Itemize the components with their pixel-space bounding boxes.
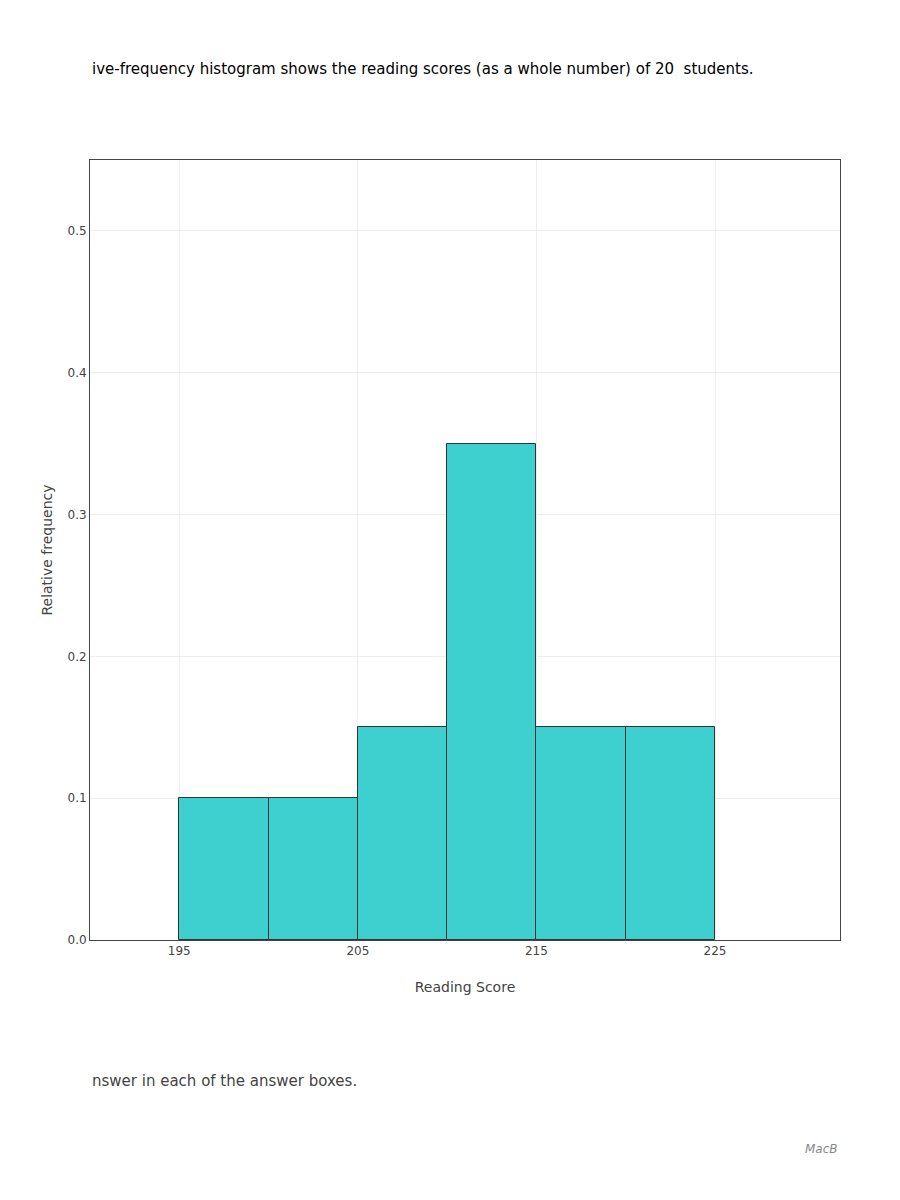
svg-text:195: 195	[168, 944, 191, 958]
svg-text:225: 225	[704, 944, 727, 958]
svg-text:0.3: 0.3	[68, 508, 87, 522]
svg-text:0.0: 0.0	[68, 933, 87, 947]
svg-text:0.5: 0.5	[68, 224, 87, 238]
svg-text:0.4: 0.4	[68, 366, 87, 380]
svg-text:Relative frequency: Relative frequency	[39, 484, 55, 615]
svg-text:0.1: 0.1	[68, 791, 87, 805]
svg-text:Reading Score: Reading Score	[415, 979, 516, 995]
svg-text:215: 215	[525, 944, 548, 958]
svg-text:ive-frequency histogram shows: ive-frequency histogram shows the readin…	[92, 60, 754, 78]
svg-text:205: 205	[346, 944, 369, 958]
svg-text:0.2: 0.2	[68, 650, 87, 664]
svg-text:MacB: MacB	[805, 1142, 838, 1156]
svg-text:nswer in each of the answer bo: nswer in each of the answer boxes.	[92, 1072, 357, 1090]
